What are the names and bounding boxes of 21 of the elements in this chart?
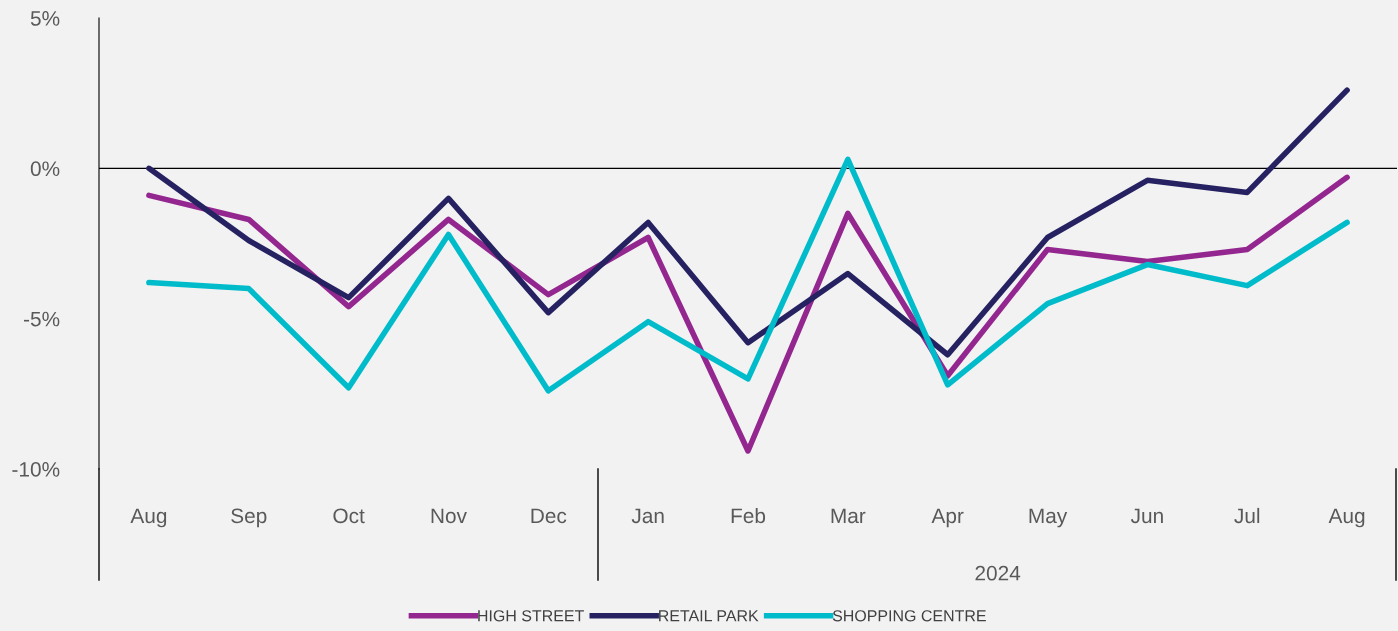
x-tick-label: Oct xyxy=(333,508,365,524)
x-tick-label: Aug xyxy=(130,508,167,528)
legend-label: SHOPPING CENTRE xyxy=(832,610,986,622)
text: 2024 xyxy=(975,565,1021,581)
y-tick-label: -5% xyxy=(23,311,60,327)
y-tick-label: 0% xyxy=(30,161,60,177)
x-tick-label: Aug xyxy=(1328,508,1365,528)
y-tick-label: -10% xyxy=(12,462,60,477)
x-tick-label: Dec xyxy=(531,508,567,524)
x-tick-label: Sep xyxy=(231,508,267,528)
x-tick-label: May xyxy=(1029,508,1068,528)
legend-label: HIGH STREET xyxy=(478,610,584,622)
y-tick-label: 5% xyxy=(30,11,60,26)
x-tick-label: Jun xyxy=(1130,508,1163,524)
x-tick-label: Nov xyxy=(431,508,467,524)
x-tick-label: Mar xyxy=(831,508,866,524)
x-tick-label: Feb xyxy=(731,507,766,524)
x-tick-label: Jul xyxy=(1234,507,1260,524)
x-tick-label: Apr xyxy=(931,508,964,528)
legend-label: RETAIL PARK xyxy=(659,610,759,622)
x-tick-label: Jan xyxy=(631,508,664,524)
